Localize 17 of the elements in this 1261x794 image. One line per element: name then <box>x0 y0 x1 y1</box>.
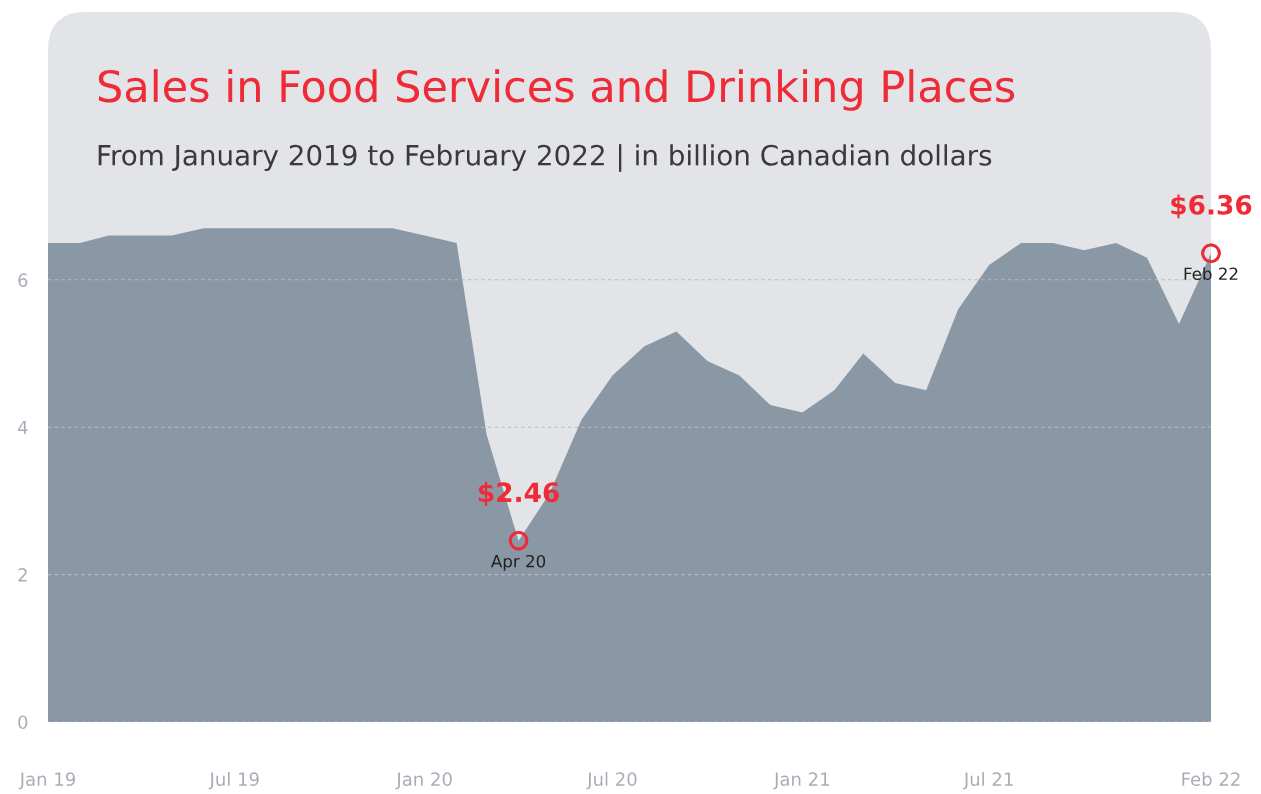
y-tick-label: 4 <box>17 420 28 435</box>
y-tick-label: 6 <box>18 273 28 287</box>
x-tick-label: Jul 20 <box>586 772 637 790</box>
annotation: $2.46 <box>478 481 559 506</box>
text: From January 2019 to February 2022 | in billion Canadian dollars <box>98 144 992 172</box>
x-tick-label: Jan 21 <box>773 772 829 790</box>
annotation: $6.36 <box>1171 194 1252 219</box>
x-tick-label: Jan 19 <box>18 772 75 790</box>
x-tick-label: Jul 19 <box>208 772 259 790</box>
x-tick-label: Jan 20 <box>395 772 452 790</box>
y-tick-label: 0 <box>18 715 28 730</box>
y-tick-label: 2 <box>18 568 27 582</box>
x-tick-label: Feb 22 <box>1182 772 1240 786</box>
x-tick-label: Jul 21 <box>962 772 1013 790</box>
annotation: Apr 20 <box>491 554 546 571</box>
annotation: Feb 22 <box>1184 267 1238 281</box>
text: Sales in Food Services and Drinking Places <box>98 69 1015 111</box>
